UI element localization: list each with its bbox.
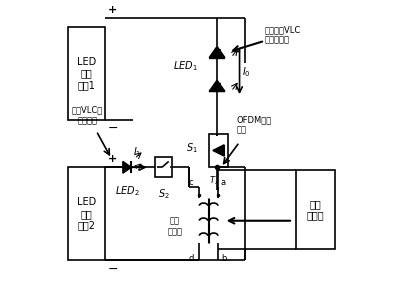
Text: a: a bbox=[220, 178, 226, 187]
Text: $LED_1$: $LED_1$ bbox=[172, 59, 197, 73]
Bar bbox=[295, 170, 335, 249]
Text: 辅助VLC通
信电光源: 辅助VLC通 信电光源 bbox=[72, 106, 103, 125]
Text: c: c bbox=[188, 178, 193, 187]
Text: OFDM信号
注入: OFDM信号 注入 bbox=[236, 115, 271, 135]
Text: LED
驱动
电源1: LED 驱动 电源1 bbox=[77, 57, 96, 90]
Text: +: + bbox=[107, 154, 116, 164]
Polygon shape bbox=[123, 161, 131, 173]
Bar bbox=[208, 133, 228, 167]
Bar bbox=[68, 167, 104, 260]
Bar bbox=[68, 27, 104, 120]
Text: −: − bbox=[107, 122, 117, 135]
Polygon shape bbox=[212, 145, 224, 156]
Text: $I_1$: $I_1$ bbox=[132, 145, 141, 159]
Text: 通信
数据源: 通信 数据源 bbox=[306, 199, 324, 220]
Text: +: + bbox=[107, 5, 116, 15]
Bar bbox=[155, 157, 172, 177]
Text: 主照明与VLC
通信电光源: 主照明与VLC 通信电光源 bbox=[264, 26, 301, 45]
Text: $T_x$: $T_x$ bbox=[208, 174, 219, 187]
Text: 网络
变压器: 网络 变压器 bbox=[167, 217, 182, 236]
Text: −: − bbox=[107, 263, 117, 276]
Text: $LED_2$: $LED_2$ bbox=[115, 184, 139, 198]
Text: b: b bbox=[220, 254, 226, 264]
Text: $S_1$: $S_1$ bbox=[185, 141, 197, 154]
Polygon shape bbox=[209, 80, 224, 91]
Text: d: d bbox=[188, 254, 193, 264]
Text: $S_2$: $S_2$ bbox=[158, 187, 169, 201]
Text: $I_0$: $I_0$ bbox=[242, 65, 251, 79]
Text: LED
驱动
电源2: LED 驱动 电源2 bbox=[77, 197, 96, 230]
Polygon shape bbox=[209, 46, 224, 58]
